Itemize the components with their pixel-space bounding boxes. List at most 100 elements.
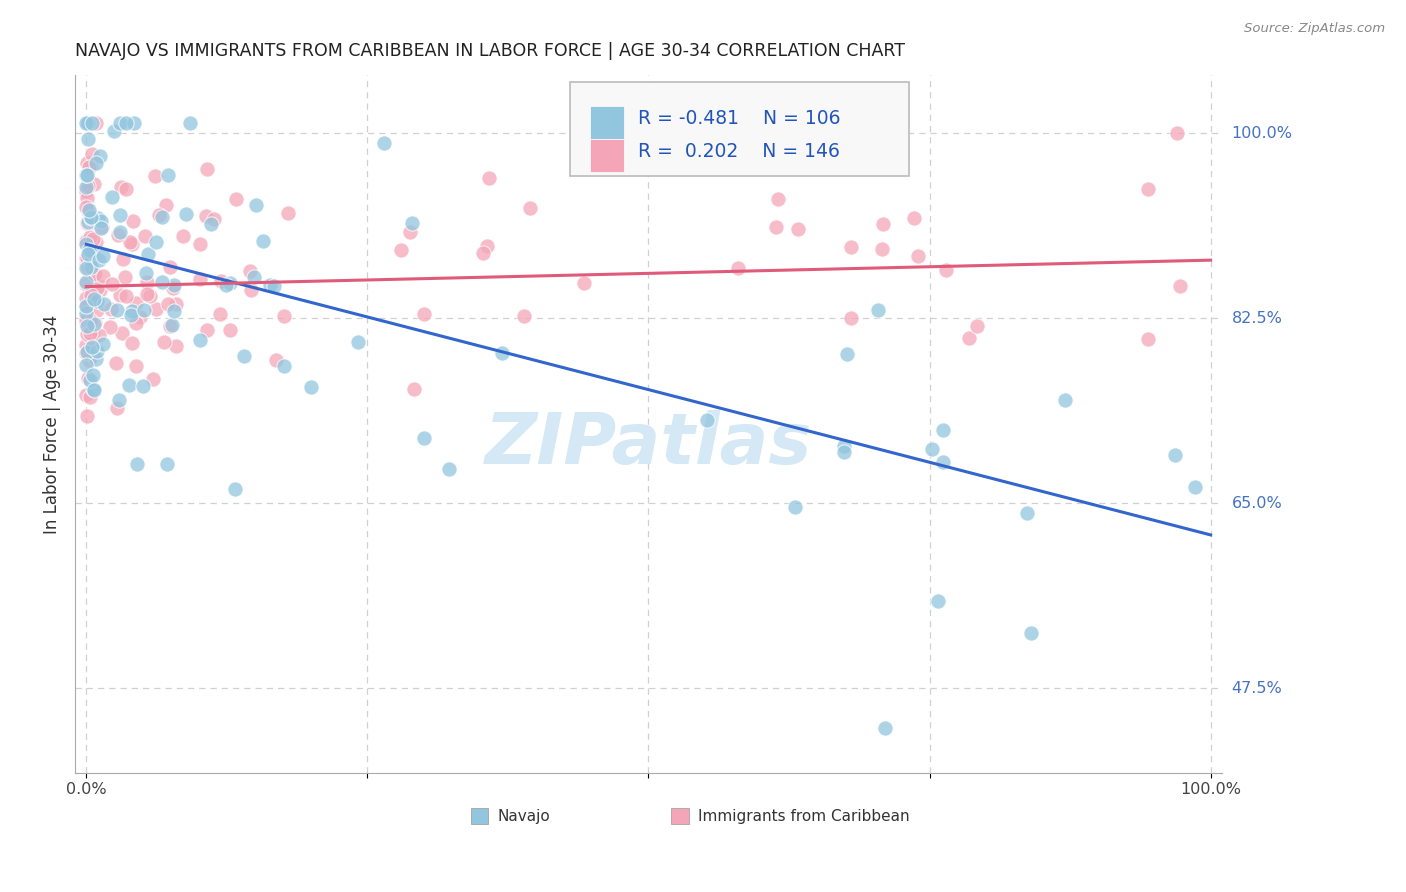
- Point: [98, 319, 121, 334]
- Point: [142, 372, 165, 386]
- Point: [1017, 506, 1039, 520]
- Point: [957, 331, 980, 345]
- Point: [82, 214, 104, 228]
- Point: [75, 168, 97, 182]
- Point: [471, 246, 494, 260]
- Point: [903, 211, 925, 225]
- Point: [727, 261, 749, 276]
- Point: [75, 258, 97, 272]
- FancyBboxPatch shape: [471, 808, 488, 823]
- Point: [108, 208, 131, 222]
- Point: [266, 353, 288, 368]
- Point: [80, 244, 103, 259]
- Point: [835, 346, 858, 360]
- Point: [153, 335, 176, 350]
- Point: [519, 202, 541, 216]
- Point: [82, 326, 104, 340]
- Point: [765, 219, 787, 234]
- Point: [75, 359, 97, 373]
- Point: [139, 289, 162, 303]
- Point: [190, 272, 212, 286]
- Point: [108, 116, 131, 130]
- Point: [135, 275, 157, 289]
- Point: [156, 457, 179, 471]
- Point: [1168, 278, 1191, 293]
- Point: [80, 331, 103, 345]
- Point: [135, 266, 157, 280]
- Point: [832, 444, 855, 458]
- Point: [77, 243, 100, 257]
- Point: [79, 322, 101, 336]
- Point: [110, 180, 132, 194]
- Point: [165, 297, 187, 311]
- Point: [107, 393, 129, 408]
- Point: [766, 192, 789, 206]
- FancyBboxPatch shape: [571, 82, 908, 177]
- Point: [75, 309, 97, 323]
- Point: [79, 230, 101, 244]
- Point: [239, 264, 262, 278]
- Point: [122, 116, 145, 130]
- Point: [219, 323, 242, 337]
- Point: [136, 246, 159, 260]
- Point: [1184, 480, 1206, 494]
- Point: [89, 252, 111, 267]
- Point: [115, 116, 138, 130]
- Point: [491, 346, 513, 360]
- Point: [162, 278, 184, 293]
- Point: [89, 278, 111, 293]
- Point: [870, 242, 893, 256]
- Point: [83, 317, 105, 331]
- Point: [127, 457, 149, 471]
- Point: [80, 248, 103, 262]
- Point: [120, 308, 142, 322]
- Text: R =  0.202    N = 146: R = 0.202 N = 146: [638, 143, 839, 161]
- Y-axis label: In Labor Force | Age 30-34: In Labor Force | Age 30-34: [44, 314, 60, 533]
- Point: [115, 182, 138, 196]
- Point: [84, 267, 107, 281]
- Point: [79, 263, 101, 277]
- Point: [75, 346, 97, 360]
- Point: [437, 462, 460, 476]
- Point: [86, 294, 108, 309]
- Point: [412, 432, 434, 446]
- Point: [80, 211, 103, 225]
- Point: [121, 236, 143, 251]
- Point: [273, 309, 295, 323]
- FancyBboxPatch shape: [591, 138, 624, 172]
- Point: [75, 300, 97, 314]
- Point: [83, 317, 105, 331]
- Point: [121, 304, 143, 318]
- Point: [114, 269, 136, 284]
- Point: [165, 339, 187, 353]
- Point: [82, 116, 104, 130]
- Point: [79, 254, 101, 268]
- Point: [145, 235, 167, 249]
- Point: [100, 302, 122, 317]
- Text: ZIPatlas: ZIPatlas: [485, 410, 813, 479]
- Point: [76, 251, 98, 265]
- Point: [77, 259, 100, 273]
- Point: [79, 326, 101, 340]
- Point: [80, 210, 103, 224]
- Point: [200, 217, 222, 231]
- Point: [75, 251, 97, 265]
- Point: [77, 202, 100, 217]
- Point: [87, 327, 110, 342]
- Point: [90, 213, 112, 227]
- Point: [77, 353, 100, 368]
- Point: [208, 307, 231, 321]
- Point: [76, 216, 98, 230]
- Point: [86, 280, 108, 294]
- Point: [195, 209, 218, 223]
- Point: [77, 370, 100, 384]
- Point: [75, 306, 97, 320]
- Point: [75, 184, 97, 198]
- Point: [273, 359, 295, 373]
- Point: [224, 482, 246, 496]
- FancyBboxPatch shape: [672, 808, 689, 823]
- Point: [105, 401, 128, 415]
- Point: [77, 323, 100, 337]
- Text: Immigrants from Caribbean: Immigrants from Caribbean: [699, 809, 910, 824]
- Point: [76, 168, 98, 182]
